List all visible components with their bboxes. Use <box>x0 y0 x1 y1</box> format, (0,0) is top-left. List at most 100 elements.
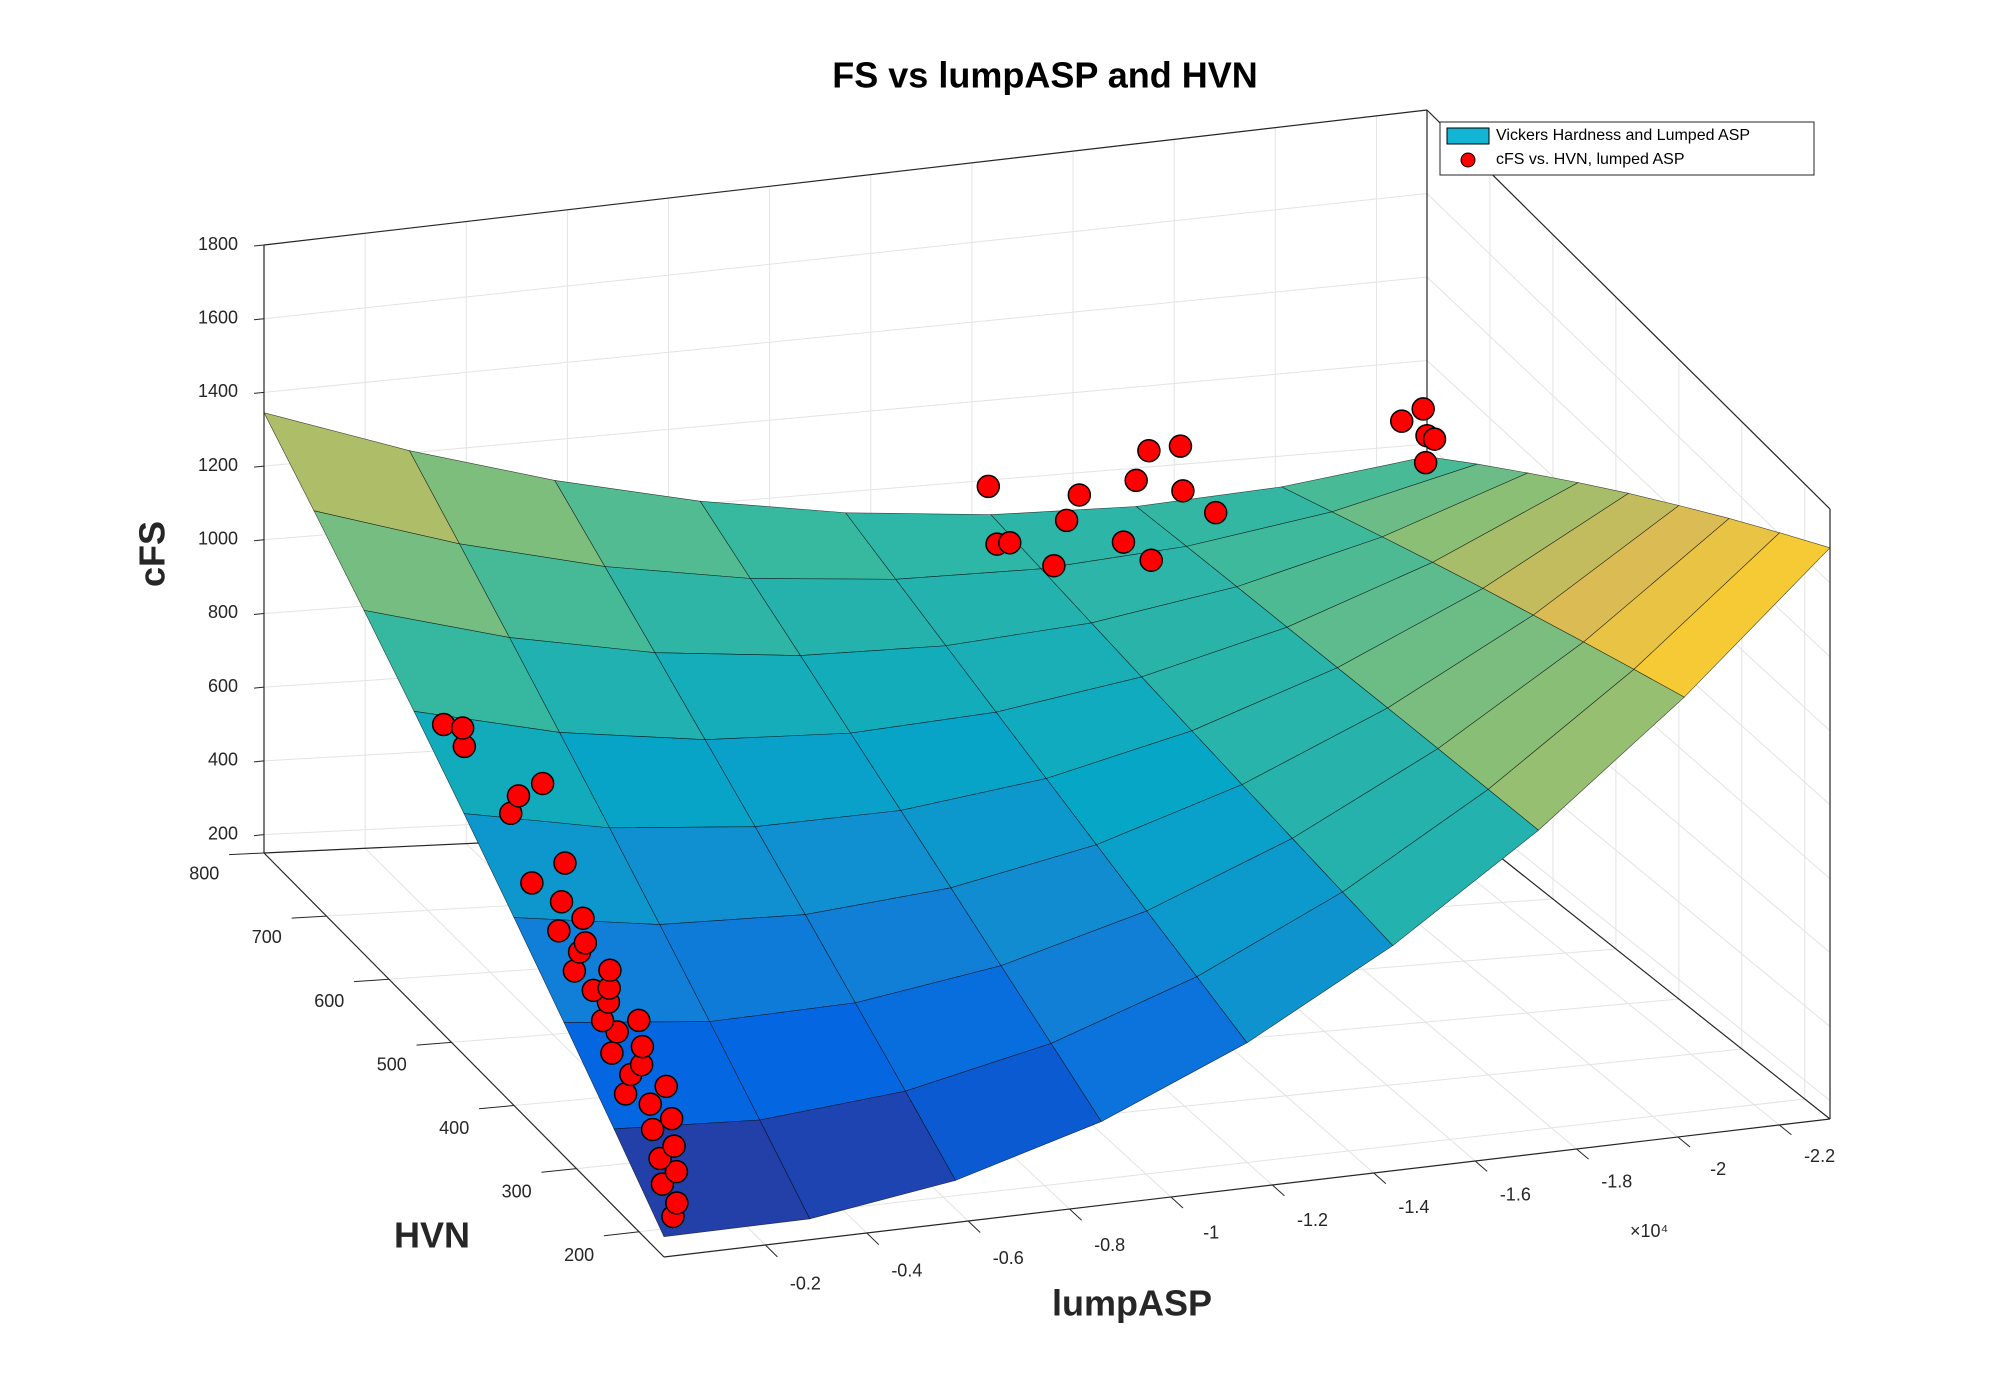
scatter-point <box>1067 483 1092 507</box>
x-tick-label: -0.8 <box>1094 1235 1125 1255</box>
z-tick <box>253 834 265 837</box>
x-tick <box>1474 1160 1488 1172</box>
y-axis-label: HVN <box>394 1215 470 1256</box>
y-tick-label: 300 <box>502 1182 532 1202</box>
scatter-point <box>1042 553 1066 578</box>
z-tick-label: 1200 <box>198 455 238 475</box>
scatter-point <box>626 1008 651 1033</box>
legend-label: Vickers Hardness and Lumped ASP <box>1496 127 1750 144</box>
scatter-point <box>665 1191 689 1215</box>
y-tick-label: 800 <box>189 864 219 884</box>
x-tick <box>1677 1136 1691 1148</box>
y-tick-label: 500 <box>377 1054 407 1074</box>
grid-line <box>263 360 1428 467</box>
x-tick-label: -1.4 <box>1398 1197 1429 1217</box>
z-tick <box>253 465 265 468</box>
x-tick-label: -0.6 <box>993 1248 1024 1268</box>
z-tick <box>253 686 265 689</box>
y-tick-label: 200 <box>564 1245 594 1265</box>
x-tick <box>1272 1184 1285 1197</box>
z-tick-label: 200 <box>208 823 238 843</box>
scatter-point <box>530 771 555 796</box>
scatter-point <box>549 890 574 914</box>
axis-edge <box>263 852 665 1258</box>
y-tick <box>291 915 327 919</box>
scatter-point <box>520 871 544 895</box>
x-tick-label: -1 <box>1203 1222 1219 1242</box>
z-tick <box>253 391 265 394</box>
scatter-point <box>1413 450 1438 475</box>
axis-edge <box>663 1118 1831 1258</box>
z-tick-label: 1600 <box>198 307 238 327</box>
scatter-point <box>664 1159 689 1184</box>
x-tick-label: -1.8 <box>1601 1172 1632 1192</box>
z-tick-label: 400 <box>208 750 238 770</box>
y-tick <box>416 1041 452 1046</box>
x-exponent-label: ×10⁴ <box>1630 1221 1668 1241</box>
z-tick <box>253 612 265 615</box>
scatter-point <box>571 906 595 930</box>
scatter-point <box>1054 508 1079 533</box>
z-tick-label: 800 <box>208 602 238 622</box>
x-tick <box>1373 1172 1387 1184</box>
x-tick-label: -0.4 <box>891 1261 922 1281</box>
scatter-point <box>547 919 571 943</box>
z-tick-label: 1400 <box>198 381 238 401</box>
scatter-point <box>1171 479 1195 503</box>
axis-edge <box>263 109 1428 246</box>
x-tick-label: -1.6 <box>1500 1184 1531 1204</box>
y-tick <box>354 978 390 983</box>
x-tick <box>1170 1196 1184 1209</box>
z-tick-label: 600 <box>208 676 238 696</box>
scatter-point <box>1111 530 1136 554</box>
grid-line <box>263 193 1428 320</box>
scatter-point <box>1422 427 1447 451</box>
scatter-point <box>450 716 475 740</box>
scatter-point <box>659 1106 684 1131</box>
scatter-point <box>431 712 456 737</box>
x-tick <box>1778 1124 1792 1136</box>
z-tick-label: 1800 <box>198 234 238 254</box>
scatter-point <box>600 1041 624 1065</box>
x-tick-label: -2 <box>1710 1159 1726 1179</box>
x-tick <box>1576 1148 1589 1160</box>
y-tick-label: 600 <box>314 991 344 1011</box>
scatter-point <box>638 1092 662 1116</box>
x-tick <box>967 1220 981 1233</box>
legend-label: cFS vs. HVN, lumped ASP <box>1496 151 1685 168</box>
scatter-point <box>662 1134 686 1158</box>
scatter-point <box>1139 548 1163 572</box>
y-tick <box>541 1168 577 1173</box>
scatter-point <box>613 1082 638 1106</box>
scatter-point <box>598 958 622 982</box>
y-tick <box>479 1105 515 1110</box>
scatter-point <box>573 931 598 955</box>
z-tick <box>253 244 265 247</box>
x-tick <box>765 1244 778 1258</box>
scatter-point <box>1411 397 1435 421</box>
scatter-point <box>630 1034 655 1059</box>
grid-line <box>1426 193 1831 584</box>
x-axis-label: lumpASP <box>1052 1283 1212 1324</box>
x-tick-label: -1.2 <box>1297 1210 1328 1230</box>
legend-marker <box>1460 152 1476 168</box>
y-tick <box>603 1231 640 1237</box>
z-axis-label: cFS <box>132 521 173 587</box>
scatter-point <box>1168 434 1193 458</box>
scatter-point <box>1137 438 1161 463</box>
legend-swatch <box>1446 127 1490 145</box>
chart-title: FS vs lumpASP and HVN <box>832 55 1257 96</box>
z-tick <box>253 760 265 763</box>
z-tick <box>253 318 265 321</box>
z-tick <box>253 539 265 542</box>
scatter-point <box>654 1074 678 1099</box>
y-tick-label: 400 <box>439 1118 469 1138</box>
scatter-point <box>1389 409 1414 433</box>
scatter-point <box>976 474 1001 499</box>
scatter-point <box>640 1117 665 1142</box>
z-tick-label: 1000 <box>198 529 238 549</box>
grid-line <box>263 276 1428 393</box>
y-tick <box>229 852 265 856</box>
